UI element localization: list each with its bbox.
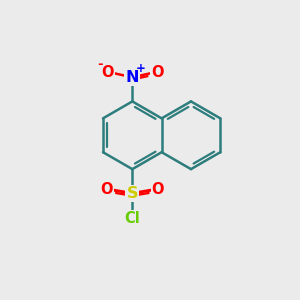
- Text: O: O: [101, 65, 114, 80]
- Text: Cl: Cl: [124, 212, 140, 226]
- Text: S: S: [127, 186, 138, 201]
- Text: +: +: [136, 62, 146, 75]
- Text: O: O: [151, 65, 163, 80]
- Text: -: -: [97, 58, 103, 71]
- Text: N: N: [126, 70, 139, 85]
- Text: O: O: [100, 182, 113, 197]
- Text: O: O: [152, 182, 164, 197]
